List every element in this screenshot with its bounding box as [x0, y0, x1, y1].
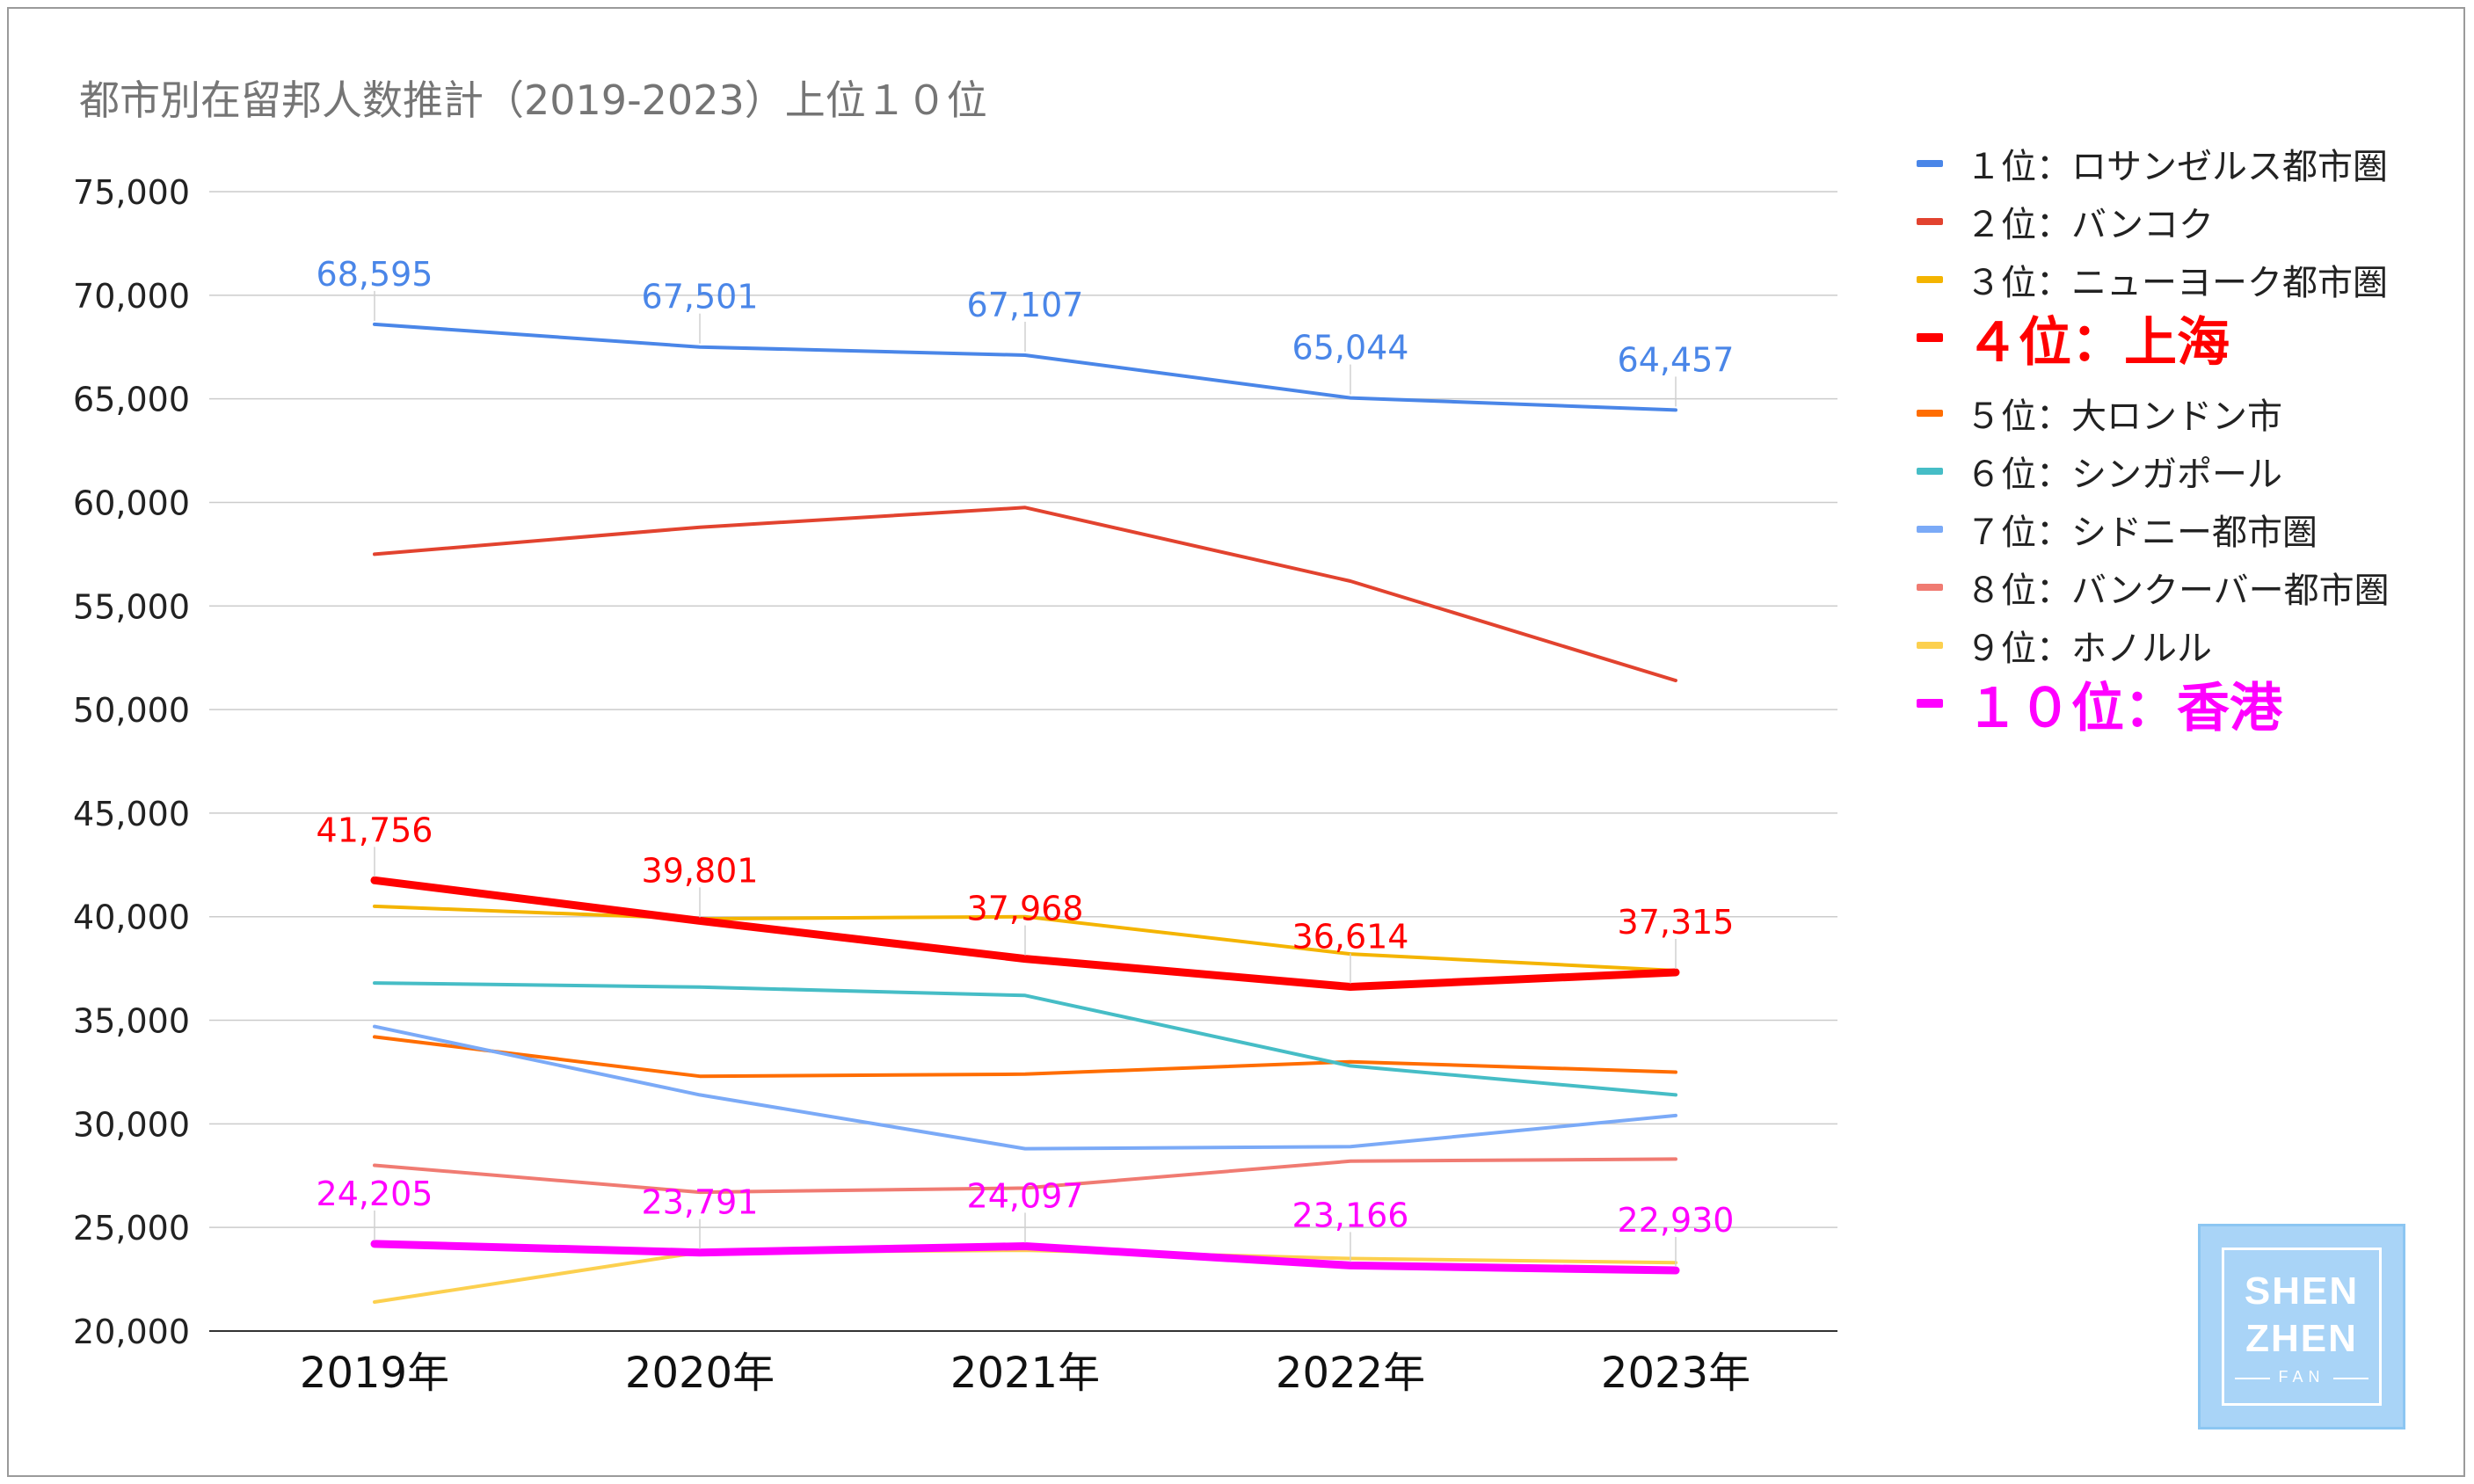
x-axis-ticks: 2019年 2020年 2021年 2022年 2023年 — [300, 1349, 1750, 1398]
chart-title: 都市別在留邦人数推計（2019-2023）上位１０位 — [79, 76, 987, 124]
y-tick-label: 55,000 — [73, 587, 190, 626]
series-line-2 — [373, 506, 1677, 683]
legend-swatch — [1917, 218, 1943, 225]
data-label: 41,756 — [317, 811, 433, 849]
series-lines — [370, 322, 1680, 1304]
y-tick-label: 25,000 — [73, 1209, 190, 1248]
y-tick-label: 50,000 — [73, 691, 190, 730]
legend-item: ４位：上海 — [1917, 312, 2230, 374]
legend-item: ７位：シドニー都市圏 — [1917, 507, 2318, 553]
logo-rule-right — [2333, 1378, 2368, 1379]
data-label: 36,614 — [1292, 918, 1409, 957]
series-line-6 — [373, 981, 1677, 1097]
series-line-7 — [373, 1024, 1677, 1151]
legend-label: ５位：大ロンドン市 — [1966, 396, 2282, 437]
data-label: 65,044 — [1292, 329, 1409, 367]
series-line-5 — [373, 1035, 1677, 1079]
y-tick-label: 35,000 — [73, 1002, 190, 1041]
legend-label: ２位：バンコク — [1966, 205, 2214, 245]
shenzhen-fan-logo: SHEN ZHEN FAN — [2198, 1224, 2405, 1429]
series-line-3 — [373, 904, 1677, 972]
y-tick-label: 20,000 — [73, 1313, 190, 1351]
legend-label: ９位：ホノルル — [1966, 629, 2212, 669]
legend-label: ８位：バンクーバー都市圏 — [1966, 571, 2390, 611]
y-tick-label: 30,000 — [73, 1105, 190, 1144]
legend-item: ２位：バンコク — [1917, 200, 2214, 245]
data-labels: 68,595 67,501 67,107 65,044 64,457 41,756 39,8… — [317, 255, 1735, 1267]
legend-swatch — [1917, 160, 1943, 167]
series-line-10 — [370, 1240, 1680, 1275]
x-tick-label: 2019年 — [300, 1349, 449, 1398]
data-label: 23,791 — [642, 1183, 759, 1222]
legend-swatch — [1917, 699, 1943, 708]
data-label: 22,930 — [1618, 1201, 1735, 1240]
legend-item: １位：ロサンゼルス都市圏 — [1917, 142, 2388, 187]
legend-label: １位：ロサンゼルス都市圏 — [1966, 147, 2388, 187]
legend-swatch — [1917, 333, 1943, 342]
data-label: 24,097 — [967, 1176, 1084, 1215]
logo-word-zhen: ZHEN — [2245, 1317, 2358, 1360]
x-tick-label: 2022年 — [1276, 1349, 1425, 1398]
series-line-9 — [373, 1248, 1677, 1304]
x-tick-label: 2020年 — [625, 1349, 775, 1398]
legend-swatch — [1917, 584, 1943, 591]
logo-rule-left — [2235, 1378, 2270, 1379]
legend-swatch — [1917, 410, 1943, 417]
y-tick-label: 60,000 — [73, 484, 190, 522]
data-label: 37,968 — [967, 890, 1084, 928]
y-tick-label: 75,000 — [73, 173, 190, 212]
y-axis-ticks: 20,000 25,000 30,000 35,000 40,000 45,000 50,0… — [73, 173, 190, 1351]
y-tick-label: 70,000 — [73, 277, 190, 316]
data-label: 23,166 — [1292, 1196, 1409, 1234]
data-label: 24,205 — [317, 1175, 433, 1213]
gridlines — [209, 191, 1837, 1332]
logo-border: SHEN ZHEN FAN — [2222, 1248, 2382, 1406]
legend-label: ３位：ニューヨーク都市圏 — [1966, 263, 2388, 303]
legend-item: ５位：大ロンドン市 — [1917, 391, 2282, 437]
data-label: 64,457 — [1618, 340, 1735, 379]
legend-swatch — [1917, 276, 1943, 283]
legend-item: ３位：ニューヨーク都市圏 — [1917, 258, 2388, 303]
legend-label: １０位：香港 — [1966, 677, 2282, 739]
legend-item: ９位：ホノルル — [1917, 623, 2212, 669]
x-tick-label: 2021年 — [950, 1349, 1100, 1398]
logo-word-shen: SHEN — [2244, 1269, 2360, 1313]
data-label: 67,501 — [642, 278, 759, 316]
data-label: 67,107 — [967, 286, 1084, 324]
y-tick-label: 45,000 — [73, 795, 190, 833]
y-tick-label: 65,000 — [73, 381, 190, 419]
series-line-4 — [370, 876, 1680, 991]
series-line-8 — [373, 1157, 1677, 1195]
legend-label: ４位：上海 — [1966, 311, 2230, 374]
legend-label: ７位：シドニー都市圏 — [1966, 513, 2318, 553]
legend-label: ６位：シンガポール — [1966, 455, 2282, 495]
y-tick-label: 40,000 — [73, 898, 190, 937]
data-label: 37,315 — [1618, 903, 1735, 942]
x-tick-label: 2023年 — [1601, 1349, 1750, 1398]
data-label: 68,595 — [317, 255, 433, 294]
logo-word-fan: FAN — [2278, 1368, 2325, 1386]
series-line-1 — [373, 322, 1677, 412]
legend-swatch — [1917, 642, 1943, 649]
legend-swatch — [1917, 526, 1943, 533]
legend-item: ８位：バンクーバー都市圏 — [1917, 565, 2390, 611]
legend-swatch — [1917, 468, 1943, 475]
chart-frame — [7, 7, 2465, 1477]
legend-item: ６位：シンガポール — [1917, 449, 2282, 495]
legend-item: １０位：香港 — [1917, 678, 2282, 739]
data-label: 39,801 — [642, 851, 759, 890]
